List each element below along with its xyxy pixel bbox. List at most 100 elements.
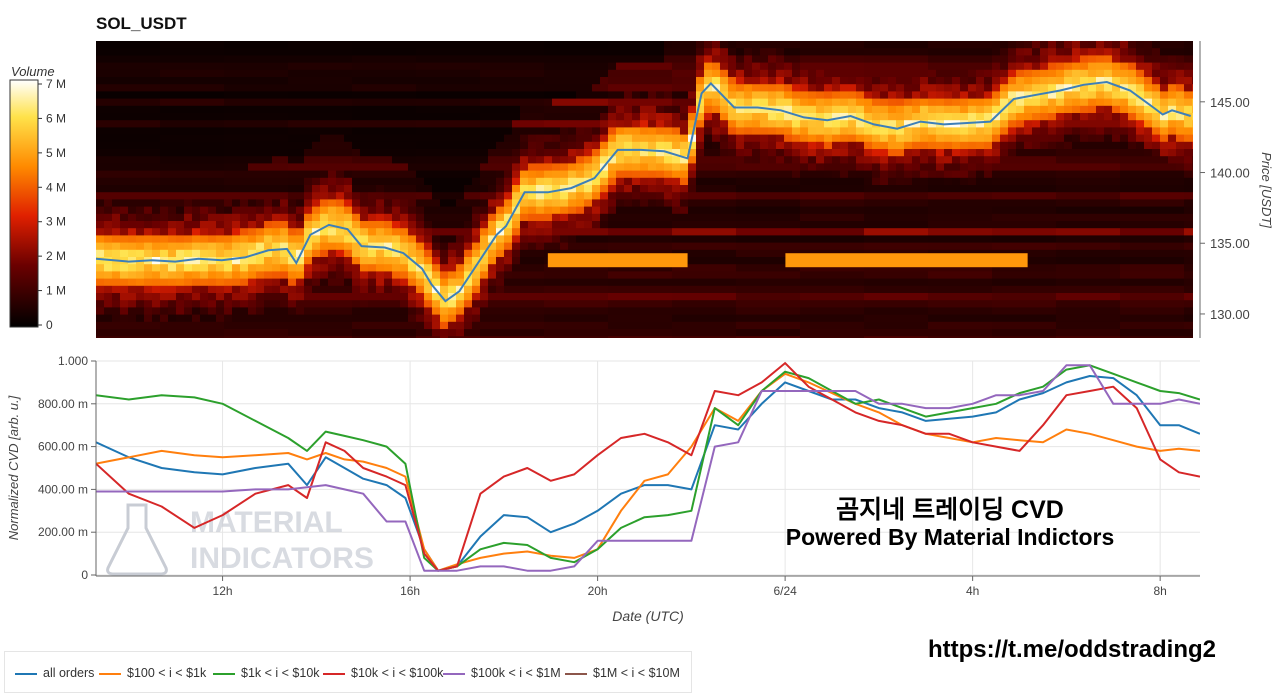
heatmap-cell	[256, 307, 265, 316]
heatmap-cell	[184, 185, 193, 193]
heatmap-cell	[704, 62, 713, 71]
chart-area[interactable]: Volume 01 M2 M3 M4 M5 M6 M7 M Price [USD…	[0, 0, 1280, 650]
heatmap-cell	[1016, 48, 1025, 56]
heatmap-cell	[312, 321, 321, 330]
heatmap-cell	[840, 48, 849, 56]
heatmap-cell	[360, 285, 369, 294]
heatmap-cell	[336, 177, 345, 186]
heatmap-cell	[408, 242, 417, 251]
heatmap-cell	[496, 192, 505, 200]
heatmap-cell	[840, 336, 849, 338]
heatmap-cell	[792, 278, 801, 287]
heatmap-cell	[520, 228, 529, 236]
heatmap-cell	[488, 235, 497, 244]
heatmap-cell	[976, 134, 985, 143]
heatmap-cell	[904, 156, 913, 164]
heatmap-cell	[744, 105, 753, 114]
heatmap-cell	[696, 134, 705, 143]
heatmap-cell	[512, 278, 521, 287]
heatmap-cell	[784, 127, 793, 136]
heatmap-cell	[128, 213, 137, 222]
heatmap-cell	[904, 134, 913, 143]
heatmap-cell	[208, 307, 217, 316]
heatmap-cell	[880, 141, 889, 150]
heatmap-cell	[896, 336, 905, 338]
heatmap-cell	[784, 221, 793, 229]
heatmap-cell	[888, 127, 897, 136]
heatmap-cell	[984, 293, 993, 301]
heatmap-cell	[864, 300, 873, 308]
heatmap-cell	[480, 113, 489, 121]
heatmap-cell	[232, 55, 241, 64]
heatmap-cell	[576, 156, 585, 164]
heatmap-cell	[352, 264, 361, 272]
heatmap-cell	[328, 170, 337, 179]
heatmap-cell	[680, 264, 689, 272]
heatmap-cell	[384, 177, 393, 186]
heatmap-cell	[816, 170, 825, 179]
heatmap-cell	[104, 113, 113, 121]
heatmap-cell	[320, 314, 329, 323]
heatmap-cell	[352, 91, 361, 100]
orderbook-heatmap[interactable]	[96, 41, 1201, 344]
heatmap-cell	[808, 192, 817, 200]
heatmap-cell	[144, 314, 153, 323]
heatmap-cell	[200, 55, 209, 64]
heatmap-cell	[96, 271, 105, 280]
heatmap-cell	[256, 293, 265, 301]
heatmap-cell	[808, 177, 817, 186]
heatmap-cell	[896, 113, 905, 121]
heatmap-cell	[872, 321, 881, 330]
heatmap-cell	[152, 221, 161, 229]
heatmap-cell	[408, 141, 417, 150]
heatmap-cell	[280, 156, 289, 164]
heatmap-cell	[984, 127, 993, 136]
heatmap-cell	[448, 271, 457, 280]
heatmap-cell	[744, 156, 753, 164]
heatmap-cell	[1024, 41, 1033, 49]
heatmap-cell	[992, 170, 1001, 179]
heatmap-cell	[432, 278, 441, 287]
heatmap-cell	[1040, 48, 1049, 56]
heatmap-cell	[440, 221, 449, 229]
heatmap-cell	[152, 278, 161, 287]
heatmap-cell	[432, 235, 441, 244]
heatmap-cell	[224, 149, 233, 157]
heatmap-cell	[104, 84, 113, 92]
heatmap-cell	[472, 271, 481, 280]
heatmap-cell	[624, 329, 633, 337]
heatmap-cell	[160, 321, 169, 330]
heatmap-cell	[224, 228, 233, 236]
heatmap-cell	[344, 314, 353, 323]
heatmap-cell	[176, 170, 185, 179]
heatmap-cell	[632, 55, 641, 64]
heatmap-cell	[128, 228, 137, 236]
heatmap-cell	[624, 293, 633, 301]
heatmap-cell	[312, 48, 321, 56]
heatmap-cell	[392, 293, 401, 301]
heatmap-cell	[888, 336, 897, 338]
heatmap-cell	[608, 329, 617, 337]
heatmap-cell	[968, 228, 977, 236]
heatmap-cell	[824, 293, 833, 301]
heatmap-cell	[848, 271, 857, 280]
heatmap-cell	[168, 141, 177, 150]
heatmap-cell	[992, 156, 1001, 164]
heatmap-cell	[256, 127, 265, 136]
heatmap-cell	[872, 336, 881, 338]
heatmap-cell	[936, 163, 945, 172]
heatmap-cell	[440, 235, 449, 244]
heatmap-cell	[784, 206, 793, 215]
heatmap-cell	[816, 278, 825, 287]
heatmap-cell	[936, 293, 945, 301]
heatmap-cell	[304, 307, 313, 316]
heatmap-cell	[424, 293, 433, 301]
heatmap-cell	[424, 105, 433, 114]
heatmap-cell	[320, 249, 329, 258]
heatmap-cell	[768, 235, 777, 244]
heatmap-cell	[960, 321, 969, 330]
heatmap-cell	[544, 213, 553, 222]
heatmap-cell	[904, 98, 913, 107]
heatmap-cell	[656, 221, 665, 229]
heatmap-cell	[456, 55, 465, 64]
